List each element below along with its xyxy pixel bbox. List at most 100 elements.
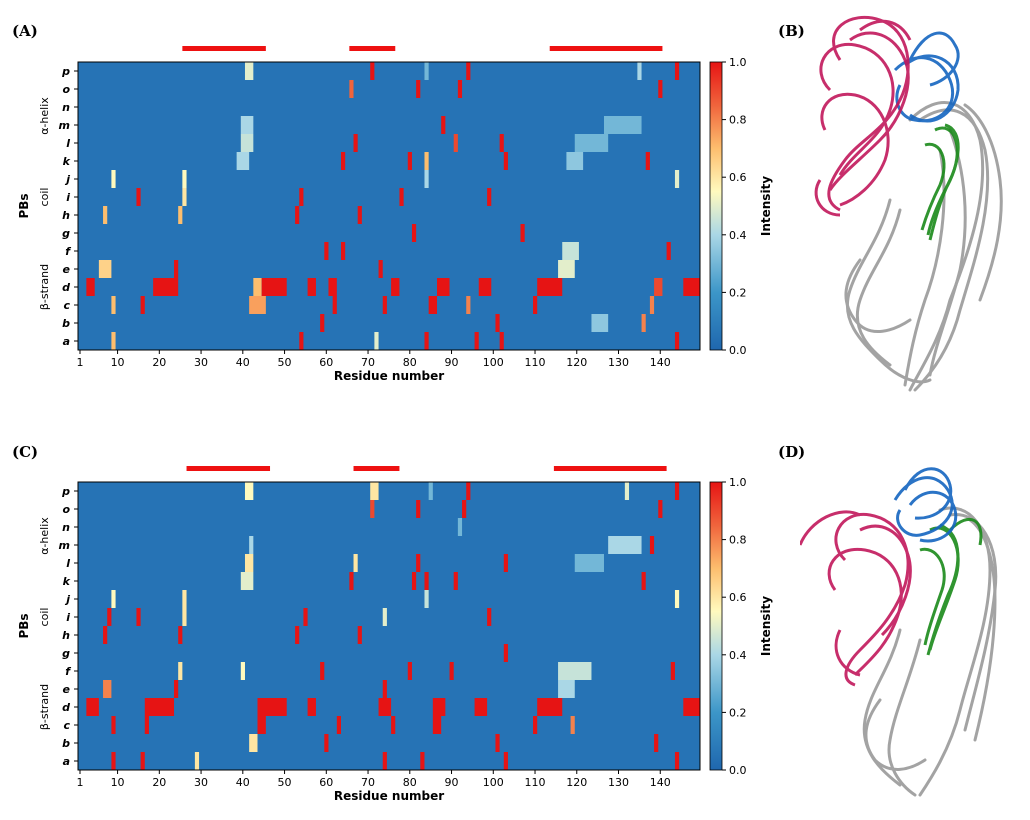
- heatmap-cell-e-48: [174, 680, 179, 698]
- heatmap-cell-j-25: [111, 590, 116, 608]
- x-tick-label-130: 130: [608, 356, 629, 369]
- row-label-o: o: [62, 503, 70, 516]
- x-tick-label-1: 1: [77, 356, 84, 369]
- heatmap-cell-c-65: [432, 716, 442, 734]
- x-tick-label-80: 80: [403, 776, 417, 789]
- heatmap-cell-h-37: [295, 626, 300, 644]
- row-group-label-1: α-helix: [38, 517, 51, 555]
- heatmap-cell-f-40: [324, 242, 329, 260]
- heatmap-cell-k-20: [407, 152, 412, 170]
- colorbar-tick-label-5: 1.0: [729, 56, 747, 69]
- heatmap-cell-i-31: [182, 608, 187, 626]
- row-group-label-2: coil: [38, 608, 51, 627]
- heatmap-cell-e-50: [558, 680, 575, 698]
- heatmap-cell-a-79: [674, 332, 680, 350]
- x-tick-label-120: 120: [566, 776, 587, 789]
- row-label-p: p: [61, 65, 70, 78]
- row-group-label-3: β-strand: [38, 684, 51, 730]
- panel-letter-c: (C): [12, 443, 39, 461]
- x-tick-label-10: 10: [111, 356, 125, 369]
- heatmap-cell-p-5: [674, 482, 680, 500]
- heatmap-cell-a-72: [111, 752, 116, 770]
- heatmap-cell-j-26: [182, 170, 187, 188]
- heatmap-cell-j-27: [424, 590, 429, 608]
- row-label-e: e: [63, 683, 71, 696]
- x-tick-label-20: 20: [152, 356, 166, 369]
- heatmap-cell-e-47: [103, 680, 112, 698]
- x-tick-label-30: 30: [194, 776, 208, 789]
- heatmap-cell-e-46: [378, 260, 383, 278]
- row-label-d: d: [62, 701, 70, 714]
- heatmap-cell-e-44: [98, 260, 112, 278]
- heatmap-cell-i-33: [487, 188, 492, 206]
- heatmap-cell-d-54: [307, 698, 316, 716]
- heatmap-cell-d-59: [683, 698, 700, 716]
- heatmap-cell-b-71: [641, 314, 646, 332]
- region-bar-1: [186, 466, 271, 471]
- x-tick-label-60: 60: [319, 356, 333, 369]
- heatmap-cell-f-40: [178, 662, 183, 680]
- heatmap-cell-n-10: [457, 518, 463, 536]
- heatmap-cell-f-43: [666, 242, 671, 260]
- heatmap-cell-i-29: [136, 188, 141, 206]
- heatmap-cell-d-52: [307, 278, 316, 296]
- heatmap-cell-k-24: [641, 572, 646, 590]
- heatmap-cell-k-19: [340, 152, 346, 170]
- x-tick-label-100: 100: [483, 776, 504, 789]
- row-label-h: h: [62, 209, 70, 222]
- row-label-m: m: [59, 119, 70, 132]
- x-tick-label-140: 140: [650, 356, 671, 369]
- heatmap-cell-a-73: [111, 332, 116, 350]
- heatmap-cell-c-61: [140, 296, 145, 314]
- heatmap-cell-b-70: [495, 734, 500, 752]
- row-label-e: e: [63, 263, 71, 276]
- heatmap-cell-p-1: [370, 482, 379, 500]
- heatmap-cell-p-1: [370, 62, 375, 80]
- heatmap-cell-h-36: [178, 626, 183, 644]
- heatmap-cell-k-23: [453, 572, 458, 590]
- colorbar-tick-label-4: 0.8: [729, 114, 747, 127]
- row-group-label-1: α-helix: [38, 97, 51, 135]
- heatmap-cell-d-59: [683, 278, 700, 296]
- heatmap-cell-p-0: [244, 62, 254, 80]
- heatmap-cell-d-53: [257, 698, 287, 716]
- heatmap-cell-k-24: [645, 152, 650, 170]
- x-tick-label-40: 40: [236, 356, 250, 369]
- heatmap-cell-k-20: [349, 572, 354, 590]
- heatmap-cell-k-19: [240, 572, 254, 590]
- x-axis-label: Residue number: [334, 789, 444, 803]
- heatmap-cell-b-72: [591, 314, 609, 332]
- heatmap-cell-m-12: [441, 116, 446, 134]
- heatmap-cell-g-38: [411, 224, 417, 242]
- heatmap-cell-l-14: [244, 554, 254, 572]
- heatmap-cell-d-55: [378, 698, 392, 716]
- heatmap-cell-a-77: [474, 332, 479, 350]
- colorbar-tick-label-2: 0.4: [729, 229, 747, 242]
- heatmap-cell-c-63: [332, 296, 337, 314]
- heatmap-background: [78, 62, 700, 350]
- x-tick-label-110: 110: [525, 356, 546, 369]
- row-label-b: b: [62, 317, 70, 330]
- x-tick-label-90: 90: [445, 776, 459, 789]
- region-bar-2: [353, 466, 400, 471]
- row-label-j: j: [64, 593, 70, 606]
- row-label-c: c: [63, 719, 70, 732]
- heatmap-cell-k-21: [424, 152, 429, 170]
- colorbar-tick-label-5: 1.0: [729, 476, 747, 489]
- heatmap-cell-m-11: [603, 116, 642, 134]
- row-label-f: f: [65, 245, 71, 258]
- heatmap-cell-b-70: [495, 314, 500, 332]
- heatmap-cell-c-68: [649, 296, 655, 314]
- row-label-g: g: [62, 647, 70, 660]
- colorbar-label: Intensity: [759, 176, 773, 236]
- row-label-o: o: [62, 83, 70, 96]
- heatmap-cell-k-18: [236, 152, 250, 170]
- heatmap-cell-c-66: [466, 296, 471, 314]
- heatmap-cell-a-75: [374, 332, 379, 350]
- heatmap-cell-a-73: [140, 752, 145, 770]
- x-tick-label-10: 10: [111, 776, 125, 789]
- colorbar: [709, 481, 723, 771]
- heatmap-cell-k-22: [424, 572, 429, 590]
